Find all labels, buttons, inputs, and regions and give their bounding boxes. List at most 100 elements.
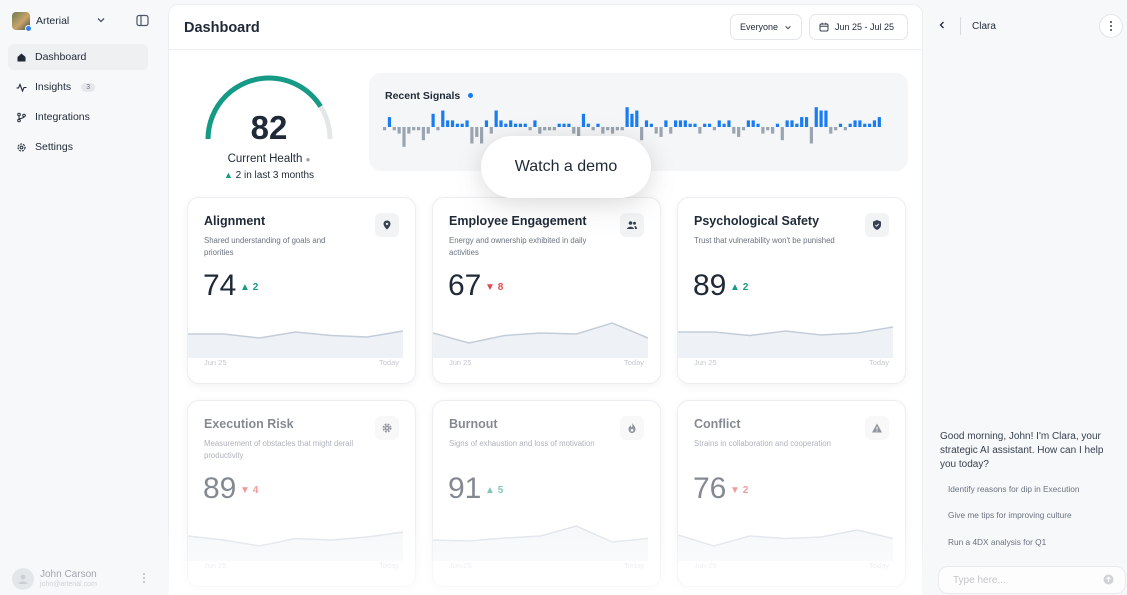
- gear-icon: [382, 423, 392, 433]
- suggestion-chip[interactable]: Give me tips for improving culture: [948, 510, 1072, 520]
- signal-bar: [620, 127, 624, 131]
- audience-select[interactable]: Everyone: [730, 14, 802, 40]
- main-panel: Dashboard Everyone Jun 25 - Jul 25 82 Cu…: [168, 4, 923, 595]
- date-range-picker[interactable]: Jun 25 - Jul 25: [809, 14, 908, 40]
- signal-bar: [494, 110, 498, 127]
- card-description: Strains in collaboration and cooperation: [694, 439, 831, 448]
- signals-bar-chart: [383, 107, 881, 147]
- signal-bar: [460, 123, 464, 127]
- signal-bar: [795, 123, 799, 127]
- sidebar-item-settings[interactable]: Settings: [8, 134, 148, 160]
- audience-value: Everyone: [740, 22, 779, 32]
- live-indicator-dot: [468, 93, 473, 98]
- signal-bar: [707, 123, 712, 127]
- signal-bar: [591, 127, 595, 131]
- sidebar-toggle-icon[interactable]: [136, 14, 149, 27]
- user-menu[interactable]: John Carson john@arterial.com: [12, 567, 152, 591]
- signal-bar: [416, 127, 421, 131]
- calendar-icon: [819, 22, 829, 32]
- signal-bar: [683, 120, 687, 127]
- trend-sparkline: [678, 326, 894, 358]
- signal-bar: [543, 127, 547, 131]
- signal-bar: [484, 120, 489, 127]
- more-vertical-icon: [1110, 21, 1112, 31]
- sparkline-area: [188, 331, 403, 358]
- signal-bar: [499, 120, 503, 127]
- send-icon[interactable]: [1103, 574, 1114, 585]
- metric-card-conflict[interactable]: Conflict Strains in collaboration and co…: [677, 400, 906, 587]
- suggestion-chip[interactable]: Identify reasons for dip in Execution: [948, 484, 1080, 494]
- card-title: Employee Engagement: [449, 214, 587, 228]
- assistant-menu-button[interactable]: [1099, 14, 1123, 38]
- signal-bar: [848, 123, 852, 127]
- more-vertical-icon[interactable]: [142, 572, 146, 584]
- metric-card-psychological-safety[interactable]: Psychological Safety Trust that vulnerab…: [677, 197, 906, 384]
- health-change-text: in last 3 months: [244, 170, 315, 181]
- signal-bar: [732, 127, 736, 134]
- sidebar-item-dashboard[interactable]: Dashboard: [8, 44, 148, 70]
- card-change: ▲ 2: [240, 282, 258, 293]
- workspace-name: Arterial: [36, 15, 70, 27]
- info-icon[interactable]: ●: [305, 155, 311, 164]
- signal-bar: [838, 123, 843, 127]
- page-title: Dashboard: [184, 20, 260, 36]
- signal-bar: [693, 123, 697, 127]
- signal-bar: [450, 120, 455, 127]
- signal-bar: [412, 127, 416, 131]
- signal-bar: [712, 127, 716, 131]
- card-title: Alignment: [204, 214, 266, 228]
- sidebar-item-insights[interactable]: Insights 3: [8, 74, 148, 100]
- metric-card-alignment[interactable]: Alignment Shared understanding of goals …: [187, 197, 416, 384]
- workspace-switcher[interactable]: Arterial: [12, 11, 108, 32]
- signal-bar: [446, 120, 450, 127]
- recent-signals-panel[interactable]: Recent Signals: [369, 73, 908, 171]
- signal-bar: [465, 120, 469, 127]
- card-icon-badge: [375, 416, 399, 440]
- axis-end-label: Today: [378, 358, 399, 367]
- watch-demo-button[interactable]: Watch a demo: [481, 136, 651, 198]
- metric-card-burnout[interactable]: Burnout Signs of exhaustion and loss of …: [432, 400, 661, 587]
- signal-bar: [766, 127, 770, 131]
- card-score: 76: [693, 472, 727, 505]
- metric-card-employee-engagement[interactable]: Employee Engagement Energy and ownership…: [432, 197, 661, 384]
- signal-bar: [528, 127, 532, 131]
- card-change-value: 5: [497, 485, 504, 496]
- signal-bar: [625, 107, 629, 127]
- card-title: Conflict: [694, 417, 741, 431]
- gauge-arc: [205, 75, 333, 140]
- card-change: ▲ 5: [485, 485, 503, 496]
- signal-bar: [615, 127, 619, 131]
- assistant-name: Clara: [972, 21, 996, 32]
- warning-icon: [872, 423, 882, 433]
- signal-bar: [470, 127, 474, 144]
- card-icon-badge: [620, 416, 644, 440]
- chat-input[interactable]: [938, 566, 1126, 594]
- user-icon: [18, 574, 28, 584]
- sparkline-area: [433, 323, 648, 358]
- signal-bar: [678, 120, 683, 127]
- sidebar-item-integrations[interactable]: Integrations: [8, 104, 148, 130]
- card-icon-badge: [865, 213, 889, 237]
- trend-up-icon: ▲: [730, 282, 740, 293]
- sparkline-line: [678, 326, 894, 337]
- chevron-down-icon: [785, 25, 791, 29]
- card-score: 89: [203, 472, 237, 505]
- trend-up-icon: ▲: [240, 282, 250, 293]
- metric-card-execution-risk[interactable]: Execution Risk Measurement of obstacles …: [187, 400, 416, 587]
- health-change-value: 2: [235, 170, 242, 181]
- chevron-down-icon: [97, 18, 105, 23]
- signal-bar: [834, 127, 838, 131]
- trend-sparkline: [678, 529, 894, 561]
- signal-bar: [577, 127, 581, 141]
- trend-down-icon: ▼: [240, 485, 250, 496]
- health-change: ▲ 2 in last 3 months: [201, 170, 337, 181]
- signal-bar: [567, 123, 571, 127]
- assistant-panel: Clara Good morning, John! I'm Clara, you…: [923, 0, 1127, 595]
- chevron-left-icon[interactable]: [937, 20, 947, 30]
- signal-bar: [819, 110, 823, 127]
- card-icon-badge: [620, 213, 644, 237]
- card-change: ▼ 8: [485, 282, 503, 293]
- signal-bar: [843, 127, 847, 131]
- signal-bar: [523, 123, 527, 127]
- suggestion-chip[interactable]: Run a 4DX analysis for Q1: [948, 537, 1047, 547]
